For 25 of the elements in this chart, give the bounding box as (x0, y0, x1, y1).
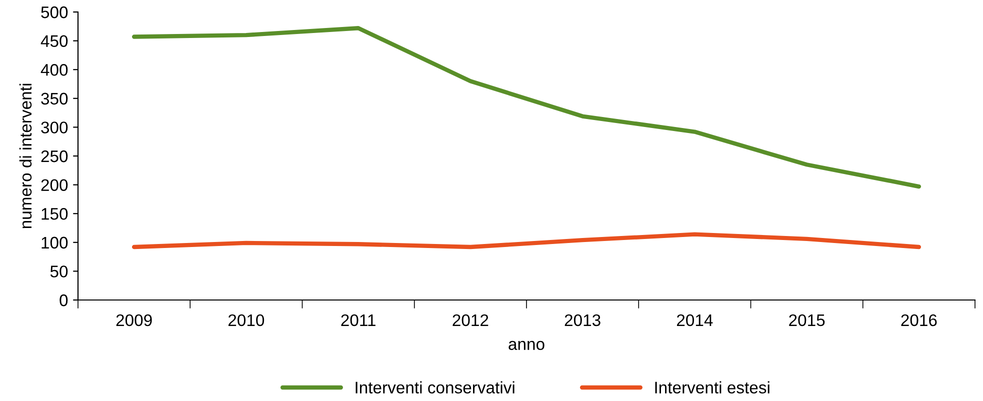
y-tick-label: 350 (41, 92, 68, 105)
y-tick-label: 50 (50, 266, 68, 278)
y-tick-label: 150 (42, 208, 68, 220)
x-axis-title: anno (508, 340, 544, 350)
y-tick-label: 0 (60, 294, 68, 306)
y-tick-label: 250 (41, 150, 68, 162)
legend-label: Interventi estesi (655, 381, 770, 394)
x-tick-label: 2010 (228, 314, 264, 326)
x-tick-label: 2016 (901, 314, 937, 326)
line-series (132, 232, 922, 250)
y-tick-label: 200 (41, 179, 68, 192)
x-tick-label: 2012 (452, 314, 488, 326)
y-tick-label: 100 (42, 236, 68, 249)
y-tick-label: 500 (41, 6, 68, 18)
x-tick-label: 2009 (116, 314, 152, 326)
x-tick-label: 2015 (789, 314, 825, 326)
y-tick-label: 400 (40, 64, 68, 76)
line-series (132, 26, 922, 189)
y-tick-label: 450 (40, 35, 68, 48)
y-tick-label: 300 (41, 122, 68, 134)
x-tick-label: 2011 (341, 314, 376, 326)
x-tick-label: 2013 (564, 314, 600, 326)
y-axis-title: numero di interventi (19, 84, 32, 228)
legend-label: Interventi conservativi (356, 381, 514, 394)
x-tick-label: 2014 (676, 314, 713, 326)
